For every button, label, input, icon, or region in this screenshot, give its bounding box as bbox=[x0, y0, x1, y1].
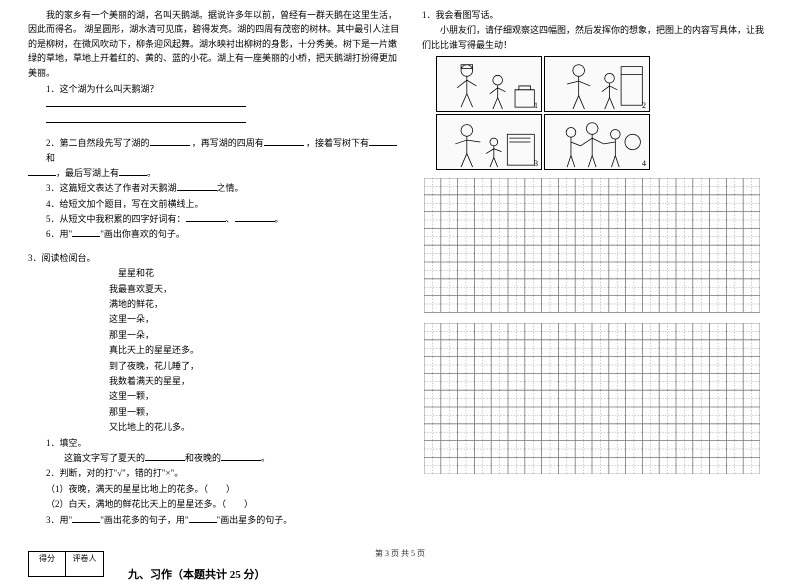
pic-num-4: 4 bbox=[642, 159, 646, 168]
poem-body: 我最喜欢夏天，满地的鲜花，这里一朵， 那里一朵，真比天上的星星还多。到了夜晚，花儿… bbox=[28, 282, 400, 435]
q4: 4．给短文加个题目，写在文前横线上。 bbox=[28, 197, 400, 211]
pq2-1: （1）夜晚，满天的星星比地上的花多。（ ） bbox=[28, 482, 400, 496]
page-footer: 第 3 页 共 5 页 bbox=[0, 548, 800, 559]
poem-line: 到了夜晚，花儿睡了， bbox=[28, 359, 400, 373]
q2-a: 2．第二自然段先写了湖的 bbox=[46, 138, 150, 148]
q5: 5．从短文中我积累的四字好词有： 、 。 bbox=[28, 212, 400, 226]
pq2: 2．判断，对的打"√"，错的打"×"。 bbox=[28, 466, 400, 480]
q1-blank-2 bbox=[28, 113, 400, 127]
poem-line: 这里一颗， bbox=[28, 389, 400, 403]
pic-num-3: 3 bbox=[534, 159, 538, 168]
pq1-c: 。 bbox=[261, 453, 270, 463]
q2-line2: ，最后写湖上有 。 bbox=[28, 166, 400, 180]
pq3-a: 3．用" bbox=[46, 515, 72, 525]
q5-a: 5．从短文中我积累的四字好词有： bbox=[46, 214, 186, 224]
pic-num-2: 2 bbox=[642, 101, 646, 110]
left-column: 我的家乡有一个美丽的湖，名叫天鹅湖。据说许多年以前，曾经有一群天鹅在这里生活，因… bbox=[28, 8, 400, 587]
passage-1: 我的家乡有一个美丽的湖，名叫天鹅湖。据说许多年以前，曾经有一群天鹅在这里生活，因… bbox=[28, 8, 400, 80]
q6: 6．用" "画出你喜欢的句子。 bbox=[28, 227, 400, 241]
q6-a: 6．用" bbox=[46, 229, 72, 239]
q2-d: 和 bbox=[46, 153, 55, 163]
section-9-title: 九、习作（本题共计 25 分） bbox=[128, 566, 266, 582]
picture-set: 1 2 3 4 bbox=[436, 56, 656, 170]
pq1-a: 这篇文字写了夏天的 bbox=[64, 453, 145, 463]
q3-a: 3．这篇短文表达了作者对天鹅湖 bbox=[46, 183, 177, 193]
pq3: 3．用" "画出花多的句子，用" "画出星多的句子。 bbox=[28, 513, 400, 527]
pq2-2: （2）白天，满地的鲜花比天上的星星还多。（ ） bbox=[28, 497, 400, 511]
r-intro: 小朋友们，请仔细观察这四幅图，然后发挥你的想象，把图上的内容写具体，让我们比比谁… bbox=[422, 23, 772, 52]
writing-grid-1 bbox=[424, 178, 772, 312]
pq1-line: 这篇文字写了夏天的 和夜晚的 。 bbox=[28, 451, 400, 465]
q5-c: 。 bbox=[275, 214, 284, 224]
poem-line: 又比地上的花儿多。 bbox=[28, 420, 400, 434]
pic-2: 2 bbox=[544, 56, 650, 112]
poem-line: 那里一朵， bbox=[28, 328, 400, 342]
q2-b: ，再写湖的四周有 bbox=[192, 138, 264, 148]
pic-3: 3 bbox=[436, 114, 542, 170]
q3-b: 之情。 bbox=[217, 183, 244, 193]
poem-line: 这里一朵， bbox=[28, 312, 400, 326]
q2-f: 。 bbox=[147, 168, 156, 178]
poem-line: 那里一颗， bbox=[28, 405, 400, 419]
q2-c: ，接着写树下有 bbox=[306, 138, 369, 148]
poem-line: 满地的鲜花， bbox=[28, 297, 400, 311]
q2-e: ，最后写湖上有 bbox=[56, 168, 119, 178]
q3num: 3．阅读检阅台。 bbox=[28, 251, 400, 265]
pq1-b: 和夜晚的 bbox=[185, 453, 221, 463]
q2: 2．第二自然段先写了湖的 ，再写湖的四周有 ，接着写树下有 和 bbox=[28, 136, 400, 165]
q1-blank-1 bbox=[28, 97, 400, 111]
poem-line: 真比天上的星星还多。 bbox=[28, 343, 400, 357]
pic-4: 4 bbox=[544, 114, 650, 170]
poem-line: 我数着满天的星星， bbox=[28, 374, 400, 388]
pic-num-1: 1 bbox=[534, 101, 538, 110]
writing-grid-2 bbox=[424, 323, 772, 474]
pq3-b: "画出花多的句子，用" bbox=[100, 515, 188, 525]
pq1: 1．填空。 bbox=[28, 436, 400, 450]
pq3-c: "画出星多的句子。 bbox=[217, 515, 293, 525]
r-q1: 1．我会看图写话。 bbox=[422, 8, 772, 22]
q1: 1．这个湖为什么叫天鹅湖？ bbox=[28, 82, 400, 96]
pic-1: 1 bbox=[436, 56, 542, 112]
poem-title: 星星和花 bbox=[28, 266, 400, 280]
poem-line: 我最喜欢夏天， bbox=[28, 282, 400, 296]
right-column: 1．我会看图写话。 小朋友们，请仔细观察这四幅图，然后发挥你的想象，把图上的内容… bbox=[422, 8, 772, 587]
q5-b: 、 bbox=[226, 214, 235, 224]
q6-b: "画出你喜欢的句子。 bbox=[100, 229, 185, 239]
q3: 3．这篇短文表达了作者对天鹅湖 之情。 bbox=[28, 181, 400, 195]
